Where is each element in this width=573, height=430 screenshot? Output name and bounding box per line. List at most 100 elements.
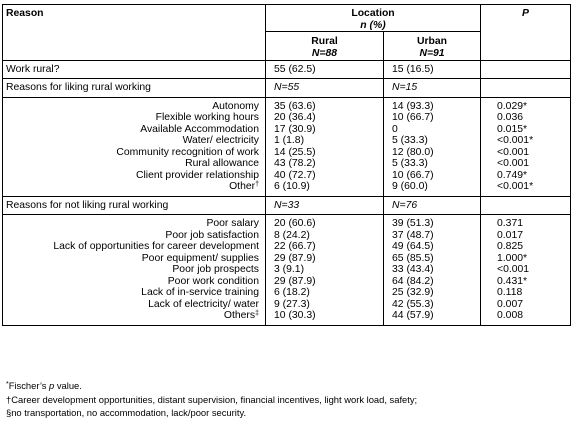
urban-cell: 12 (80.0) xyxy=(382,146,482,158)
liking-section: Autonomy 35 (63.6) 14 (93.3) 0.029* Flexible… xyxy=(2,100,572,196)
reason-cell: Other† xyxy=(2,181,266,196)
urban-cell: 14 (93.3) xyxy=(382,100,482,112)
work-rural-urban: 15 (16.5) xyxy=(382,59,482,79)
urban-cell: 37 (48.7) xyxy=(382,229,482,241)
table-row: Rural allowance 43 (78.2) 5 (33.3) <0.001 xyxy=(2,158,572,170)
not-liking-heading: Reasons for not liking rural working xyxy=(2,195,266,215)
liking-urban-n: N=15 xyxy=(382,78,482,97)
rural-cell: 35 (63.6) xyxy=(265,100,384,112)
reason-cell: Rural allowance xyxy=(2,158,266,170)
work-rural-rural: 55 (62.5) xyxy=(265,59,384,79)
table-row: Lack of in-service training 6 (18.2) 25 (3… xyxy=(2,287,572,299)
results-table: Reason Location n (%) P Rural N=88 Urban… xyxy=(2,4,572,326)
table-row: Poor equipment/ supplies 29 (87.9) 65 (85.… xyxy=(2,252,572,264)
rural-cell: 43 (78.2) xyxy=(265,158,384,170)
rural-cell: 10 (30.3) xyxy=(265,310,384,326)
p-value-cell: <0.001* xyxy=(480,135,572,147)
urban-cell: 33 (43.4) xyxy=(382,264,482,276)
footnotes: *Fischer’s p value. †Career development … xyxy=(6,379,417,420)
reason-cell: Lack of electricity/ water xyxy=(2,298,266,310)
rural-cell: 14 (25.5) xyxy=(265,146,384,158)
p-value-cell: <0.001 xyxy=(480,158,572,170)
reason-cell: Lack of in-service training xyxy=(2,287,266,299)
p-value-cell: 0.007 xyxy=(480,298,572,310)
rural-cell: 8 (24.2) xyxy=(265,229,384,241)
rural-cell: 17 (30.9) xyxy=(265,123,384,135)
table-row: Poor job prospects 3 (9.1) 33 (43.4) <0.001 xyxy=(2,264,572,276)
rural-cell: 29 (87.9) xyxy=(265,252,384,264)
urban-n: N=91 xyxy=(419,47,445,59)
subheader-row: Rural N=88 Urban N=91 xyxy=(2,31,572,60)
urban-cell: 10 (66.7) xyxy=(382,169,482,181)
p-value-cell: <0.001* xyxy=(480,181,572,196)
table-row: Available Accommodation 17 (30.9) 0 0.015* xyxy=(2,123,572,135)
table-row: Other† 6 (10.9) 9 (60.0) <0.001* xyxy=(2,181,572,196)
urban-cell: 39 (51.3) xyxy=(382,218,482,230)
rural-cell: 20 (60.6) xyxy=(265,218,384,230)
urban-cell: 5 (33.3) xyxy=(382,135,482,147)
n-pct-label: n (%) xyxy=(360,19,386,31)
urban-label: Urban xyxy=(416,36,448,47)
rural-cell: 29 (87.9) xyxy=(265,275,384,287)
p-value-cell: 0.431* xyxy=(480,275,572,287)
p-value-cell: 0.825 xyxy=(480,241,572,253)
p-value-cell: 0.015* xyxy=(480,123,572,135)
table-row: Lack of opportunities for career develop… xyxy=(2,241,572,253)
p-value-cell: <0.001 xyxy=(480,146,572,158)
rural-header: Rural N=88 xyxy=(265,31,384,60)
rural-cell: 22 (66.7) xyxy=(265,241,384,253)
table-row: Client provider relationship 40 (72.7) 10 … xyxy=(2,169,572,181)
urban-cell: 25 (32.9) xyxy=(382,287,482,299)
table-row: Others‡ 10 (30.3) 44 (57.9) 0.008 xyxy=(2,310,572,326)
footnote-dagger: †Career development opportunities, dista… xyxy=(6,393,418,405)
rural-label: Rural xyxy=(311,36,338,47)
rural-cell: 3 (9.1) xyxy=(265,264,384,276)
reason-cell: Others‡ xyxy=(2,310,266,326)
rural-n: N=88 xyxy=(311,47,338,59)
table-row: Poor job satisfaction 8 (24.2) 37 (48.7) 0.… xyxy=(2,229,572,241)
rural-cell: 20 (36.4) xyxy=(265,112,384,124)
p-value-cell: 0.008 xyxy=(480,310,572,326)
urban-cell: 49 (64.5) xyxy=(382,241,482,253)
reason-cell: Client provider relationship xyxy=(2,169,266,181)
location-label: Location xyxy=(351,8,395,19)
reason-header: Reason xyxy=(2,4,266,32)
reason-cell: Poor job satisfaction xyxy=(2,229,266,241)
not-liking-urban-n: N=76 xyxy=(382,195,482,215)
rural-cell: 6 (10.9) xyxy=(265,181,384,196)
work-rural-label: Work rural? xyxy=(2,59,266,79)
not-liking-section: Poor salary 20 (60.6) 39 (51.3) 0.371 Poor j… xyxy=(2,218,572,326)
reason-cell: Poor equipment/ supplies xyxy=(2,252,266,264)
footnote-ddagger: §no transportation, no accommodation, la… xyxy=(6,407,247,418)
footnote-star: *Fischer’s p value. xyxy=(6,380,82,391)
p-value-cell: 0.017 xyxy=(480,229,572,241)
urban-cell: 42 (55.3) xyxy=(382,298,482,310)
reason-cell: Flexible working hours xyxy=(2,112,266,124)
reason-cell: Available Accommodation xyxy=(2,123,266,135)
p-header: P xyxy=(480,4,572,32)
p-value-cell: <0.001 xyxy=(480,264,572,276)
table-row: Flexible working hours 20 (36.4) 10 (66.7)… xyxy=(2,112,572,124)
urban-cell: 44 (57.9) xyxy=(382,310,482,326)
urban-cell: 9 (60.0) xyxy=(382,181,482,196)
location-header: Location n (%) xyxy=(264,4,482,32)
p-value-cell: 0.371 xyxy=(480,218,572,230)
urban-cell: 5 (33.3) xyxy=(382,158,482,170)
p-value-cell: 0.749* xyxy=(480,169,572,181)
not-liking-rural-n: N=33 xyxy=(265,195,384,215)
table-row: Water/ electricity 1 (1.8) 5 (33.3) <0.001* xyxy=(2,135,572,147)
header-row: Reason Location n (%) P xyxy=(2,4,572,32)
liking-heading-row: Reasons for liking rural working N=55 N=… xyxy=(2,78,572,97)
p-value-cell: 1.000* xyxy=(480,252,572,264)
table-row: Poor salary 20 (60.6) 39 (51.3) 0.371 xyxy=(2,218,572,230)
reason-cell: Poor work condition xyxy=(2,275,266,287)
urban-cell: 10 (66.7) xyxy=(382,112,482,124)
p-value-cell: 0.029* xyxy=(480,100,572,112)
table-row: Poor work condition 29 (87.9) 64 (84.2) 0.4… xyxy=(2,275,572,287)
reason-cell: Poor job prospects xyxy=(2,264,266,276)
p-value-cell: 0.118 xyxy=(480,287,572,299)
liking-heading: Reasons for liking rural working xyxy=(2,78,266,97)
reason-cell: Poor salary xyxy=(2,218,266,230)
table-row: Lack of electricity/ water 9 (27.3) 42 (55… xyxy=(2,298,572,310)
not-liking-heading-row: Reasons for not liking rural working N=3… xyxy=(2,195,572,215)
